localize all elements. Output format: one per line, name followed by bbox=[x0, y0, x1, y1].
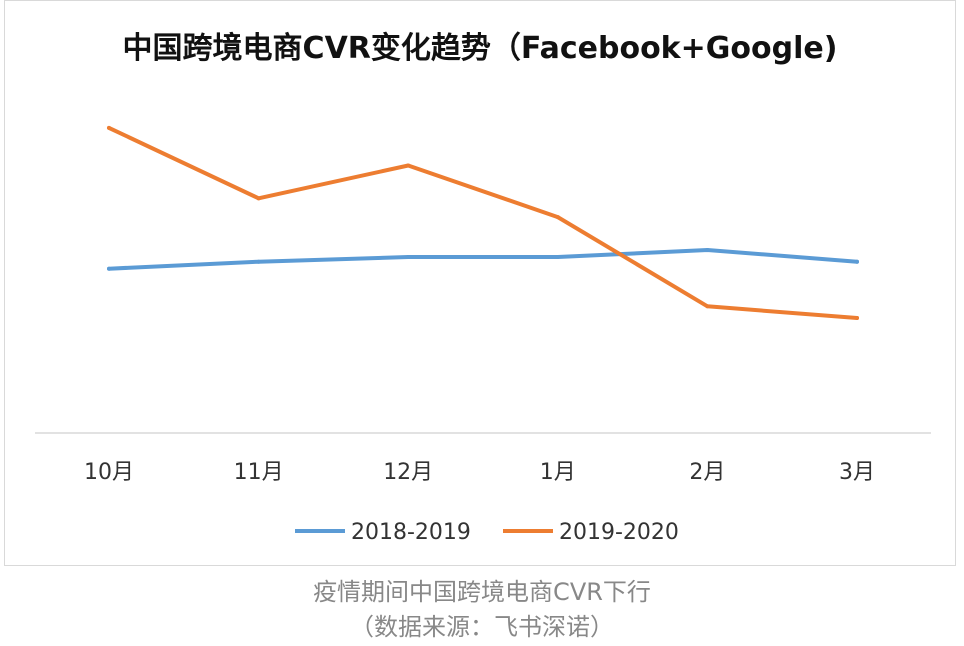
x-tick-label: 1月 bbox=[540, 460, 576, 485]
chart-frame: 中国跨境电商CVR变化趋势（Facebook+Google) 10月 11月 12月… bbox=[4, 0, 956, 566]
data-point-1-4 bbox=[705, 304, 710, 309]
x-tick-label: 3月 bbox=[839, 460, 875, 485]
legend-label-1: 2019-2020 bbox=[559, 520, 679, 545]
x-tick-label: 12月 bbox=[383, 460, 433, 485]
legend-label-0: 2018-2019 bbox=[351, 520, 471, 545]
data-point-0-3 bbox=[555, 255, 560, 259]
figure-source: （数据来源：飞书深诺） bbox=[350, 613, 614, 641]
x-tick-label: 10月 bbox=[84, 460, 134, 485]
data-point-1-2 bbox=[406, 163, 411, 168]
data-point-0-4 bbox=[705, 247, 710, 252]
line-chart: 10月 11月 12月 1月 2月 3月 2018-2019 2019-2020 bbox=[35, 125, 931, 545]
data-point-0-0 bbox=[107, 266, 111, 271]
data-point-0-1 bbox=[256, 259, 261, 264]
series-lines bbox=[107, 125, 859, 321]
data-point-1-3 bbox=[555, 215, 560, 220]
figure-caption: 疫情期间中国跨境电商CVR下行 bbox=[313, 578, 651, 606]
data-point-1-1 bbox=[256, 196, 261, 201]
series-line-1 bbox=[107, 125, 859, 320]
legend: 2018-2019 2019-2020 bbox=[295, 520, 679, 545]
data-point-0-2 bbox=[406, 255, 411, 259]
x-tick-labels: 10月 11月 12月 1月 2月 3月 bbox=[84, 460, 875, 485]
data-point-1-5 bbox=[855, 316, 859, 321]
data-point-0-5 bbox=[855, 259, 859, 264]
x-tick-label: 11月 bbox=[234, 460, 284, 485]
series-line-0 bbox=[107, 248, 859, 271]
chart-title: 中国跨境电商CVR变化趋势（Facebook+Google) bbox=[122, 31, 838, 66]
x-tick-label: 2月 bbox=[689, 460, 725, 485]
data-point-1-0 bbox=[107, 125, 111, 130]
